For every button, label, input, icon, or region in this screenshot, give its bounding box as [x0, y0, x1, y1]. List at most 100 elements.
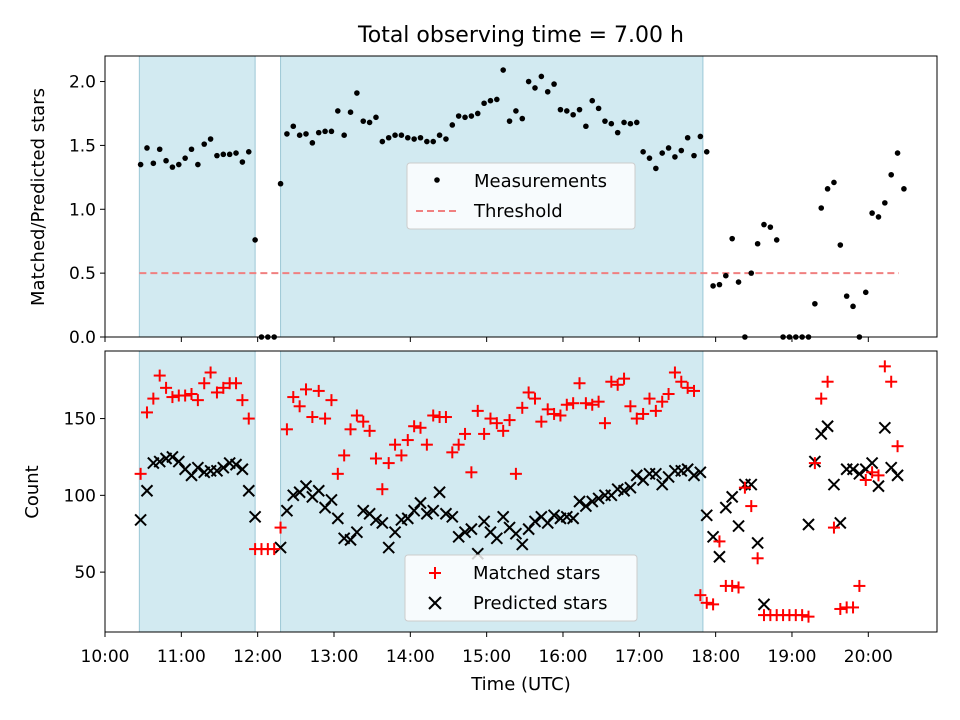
- measurement-point: [723, 272, 729, 279]
- matched-stars-point: [853, 579, 866, 592]
- matched-stars-point: [325, 394, 338, 407]
- predicted-stars-point: [573, 495, 586, 508]
- measurement-point: [595, 105, 602, 112]
- measurement-point: [347, 109, 354, 115]
- matched-stars-point: [204, 366, 217, 379]
- measurement-point: [850, 303, 856, 310]
- matched-stars-point: [147, 392, 160, 405]
- x-tick-label: 14:00: [386, 647, 435, 667]
- bottom-axes-frame: [104, 350, 938, 633]
- measurement-point: [188, 146, 195, 153]
- measurement-point: [888, 171, 895, 178]
- x-tick-label: 19:00: [767, 647, 816, 667]
- matched-stars-point: [827, 521, 840, 534]
- matched-stars-point: [586, 398, 599, 411]
- measurement-point: [449, 122, 456, 128]
- measurement-point: [220, 151, 227, 158]
- x-tick-label: 16:00: [538, 647, 587, 667]
- matched-stars-point: [738, 481, 751, 494]
- measurement-point: [137, 161, 144, 168]
- measurement-point: [761, 221, 767, 228]
- matched-stars-point: [140, 406, 153, 419]
- measurement-point: [703, 148, 710, 155]
- matched-stars-point: [878, 360, 891, 373]
- legend-threshold-label: Threshold: [473, 201, 563, 222]
- predicted-stars-point: [802, 518, 815, 531]
- measurement-point: [296, 132, 303, 138]
- predicted-stars-point: [229, 458, 243, 471]
- matched-stars-point: [306, 411, 319, 424]
- measurement-point: [653, 165, 659, 172]
- matched-stars-point: [503, 414, 516, 427]
- measurement-point: [379, 138, 386, 145]
- matched-stars-point: [598, 417, 611, 430]
- measurement-point: [481, 100, 487, 107]
- predicted-stars-point: [376, 516, 389, 530]
- matched-stars-point: [548, 407, 561, 420]
- measurement-point: [735, 279, 742, 285]
- measurement-point: [360, 118, 367, 124]
- matched-stars-point: [459, 427, 472, 440]
- measurement-point: [398, 132, 405, 138]
- matched-stars-point: [134, 467, 147, 480]
- matched-stars-point: [528, 392, 541, 405]
- matched-stars-point: [287, 391, 300, 404]
- measurement-point: [404, 134, 411, 141]
- matched-stars-point: [866, 466, 879, 479]
- predicted-stars-point: [751, 536, 764, 550]
- matched-stars-point: [338, 449, 351, 462]
- predicted-stars-point: [280, 504, 294, 517]
- top-axes-frame: [104, 55, 938, 338]
- measurement-point: [144, 145, 150, 151]
- predicted-stars-point: [579, 499, 593, 513]
- matched-stars-point: [344, 423, 357, 436]
- measurement-point: [252, 237, 258, 243]
- measurement-point: [608, 120, 615, 127]
- predicted-stars-point: [878, 421, 892, 434]
- matched-stars-point: [891, 440, 904, 453]
- bottom-x-ticks: 10:00 11:00 12:00 13:00 14:00 15:00 16:00 17:00…: [81, 632, 893, 667]
- predicted-stars-point: [528, 515, 542, 528]
- x-tick-label: 17:00: [615, 647, 664, 667]
- measurement-point: [462, 114, 468, 121]
- measurement-point: [201, 141, 208, 147]
- matched-stars-point: [465, 466, 478, 479]
- measurement-point: [894, 150, 901, 156]
- y-tick-label: 50: [74, 563, 96, 583]
- matched-stars-point: [535, 415, 548, 428]
- matched-stars-point: [369, 452, 382, 465]
- measurement-point: [513, 108, 519, 114]
- measurement-point: [640, 148, 646, 155]
- predicted-stars-point: [630, 469, 643, 482]
- measurement-point: [500, 67, 506, 73]
- predicted-stars-point: [509, 527, 523, 540]
- predicted-stars-point: [350, 525, 364, 539]
- matched-stars-point: [516, 401, 529, 414]
- bottom-markers: [134, 360, 904, 623]
- measurement-point: [150, 160, 157, 167]
- matched-stars-point: [630, 412, 643, 425]
- measurement-point: [385, 134, 392, 141]
- measurement-point: [862, 289, 869, 296]
- matched-stars-point: [478, 427, 491, 440]
- matched-stars-point: [191, 394, 204, 407]
- measurement-point: [532, 85, 538, 91]
- predicted-stars-point: [496, 510, 510, 524]
- measurement-point: [621, 119, 627, 126]
- predicted-stars-point: [865, 456, 879, 470]
- predicted-stars-point: [853, 467, 866, 481]
- matched-stars-point: [567, 397, 580, 410]
- measurement-point: [226, 151, 233, 158]
- y-tick-label: 2.0: [69, 73, 96, 93]
- matched-stars-point: [280, 423, 293, 436]
- matched-stars-point: [497, 424, 510, 437]
- predicted-stars-point: [287, 489, 300, 502]
- matched-stars-point: [300, 383, 313, 396]
- predicted-stars-point: [217, 461, 230, 474]
- measurement-point: [436, 132, 443, 138]
- matched-stars-point: [160, 381, 173, 394]
- predicted-stars-point: [586, 495, 599, 508]
- bottom-legend: Matched stars Predicted stars: [404, 554, 638, 622]
- measurement-point: [602, 118, 608, 124]
- matched-stars-point: [624, 400, 637, 413]
